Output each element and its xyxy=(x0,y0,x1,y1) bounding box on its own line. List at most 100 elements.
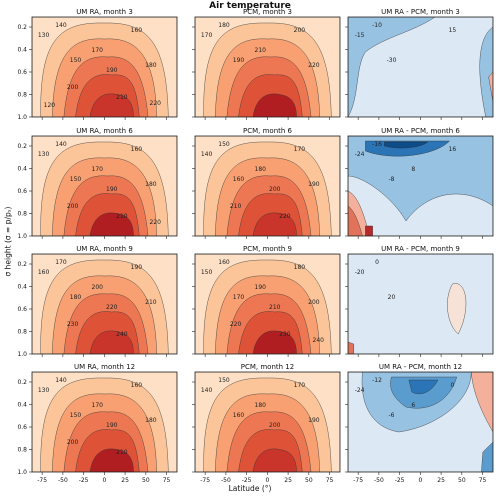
contour-label: -30 xyxy=(387,57,397,64)
x-tick-label: 0 xyxy=(418,477,422,484)
y-tick-label: 1.0 xyxy=(17,351,27,358)
panel: 170 180 190 200 210 220 PCM, month 3 xyxy=(192,8,341,120)
contour-label: 150 xyxy=(201,269,213,276)
contour-band xyxy=(89,330,134,354)
panel-title: UM RA, month 9 xyxy=(76,245,133,253)
x-tick-label: 75 xyxy=(326,477,334,484)
contour-band xyxy=(348,205,363,236)
contour-label: 20 xyxy=(388,294,396,301)
contour-band xyxy=(252,93,297,117)
contour-band xyxy=(408,379,439,395)
x-tick-label: -25 xyxy=(242,477,252,484)
contour-field: 130 140 150 160 170 180 190 200 210 220 xyxy=(32,136,177,236)
y-tick-label: 0.2 xyxy=(17,24,27,31)
y-tick-label: 0.8 xyxy=(17,447,27,454)
y-tick-label: 0.4 xyxy=(17,47,27,54)
contour-label: 16 xyxy=(449,146,457,153)
contour-label: -10 xyxy=(372,22,382,29)
x-tick-label: 25 xyxy=(121,477,129,484)
contour-label: 140 xyxy=(55,141,67,148)
contour-field: 170 180 190 200 210 220 xyxy=(195,17,340,117)
y-tick-label: 0.4 xyxy=(17,284,27,291)
contour-label: 8 xyxy=(411,166,415,173)
contour-label: 160 xyxy=(218,259,230,266)
contour-label: -24 xyxy=(355,151,365,158)
y-tick-label: 0.2 xyxy=(17,143,27,150)
x-tick-label: 25 xyxy=(437,477,445,484)
panel: -20 0 20 UM RA - PCM, month 9 xyxy=(345,245,494,357)
x-tick-label: 75 xyxy=(163,477,171,484)
contour-label: -12 xyxy=(372,377,382,384)
panel-title: PCM, month 6 xyxy=(243,127,293,135)
contour-label: 190 xyxy=(233,57,245,64)
contour-label: 170 xyxy=(294,146,306,153)
contour-label: -15 xyxy=(355,32,365,39)
y-tick-label: 1.0 xyxy=(17,233,27,240)
contour-label: 200 xyxy=(294,27,306,34)
contour-label: 170 xyxy=(233,294,245,301)
contour-field: -15 -10 -30 15 xyxy=(348,17,493,117)
panel: 160 170 180 190 200 210 220 230 240 UM RA, month … xyxy=(17,245,178,358)
contour-label: 200 xyxy=(67,203,79,210)
contour-band xyxy=(384,141,429,149)
contour-label: 130 xyxy=(38,151,50,158)
contour-band xyxy=(89,212,134,236)
contour-label: 240 xyxy=(313,337,325,344)
panel-title: UM RA - PCM, month 12 xyxy=(379,363,462,371)
x-tick-label: 50 xyxy=(458,477,466,484)
x-tick-label: -75 xyxy=(353,477,363,484)
contour-label: 130 xyxy=(38,32,50,39)
contour-label: 220 xyxy=(150,100,162,107)
contour-label: 180 xyxy=(145,62,157,69)
panel: 130 140 150 160 170 180 190 200 210 220 UM RA, mon… xyxy=(17,127,178,240)
contour-field: 160 170 180 190 200 210 220 230 240 xyxy=(32,254,177,354)
contour-label: 170 xyxy=(92,166,104,173)
contour-label: 200 xyxy=(92,284,104,291)
contour-label: 120 xyxy=(44,102,56,109)
contour-label: -16 xyxy=(372,141,382,148)
contour-label: -24 xyxy=(355,387,365,394)
panel-title: UM RA - PCM, month 3 xyxy=(381,8,460,16)
y-tick-label: 0.6 xyxy=(17,188,27,195)
panel-title: UM RA - PCM, month 6 xyxy=(381,127,460,135)
contour-field: -24 -16 -8 16 8 xyxy=(348,136,493,236)
contour-label: 150 xyxy=(218,141,230,148)
contour-label: 170 xyxy=(55,259,67,266)
contour-field: -24 -12 -6 0 6 xyxy=(348,372,493,472)
contour-field: 150 160 170 180 190 200 210 220 230 240 xyxy=(195,254,340,354)
contour-label: 190 xyxy=(255,284,267,291)
contour-label: 210 xyxy=(255,47,267,54)
y-tick-label: 0.8 xyxy=(17,92,27,99)
contour-label: 6 xyxy=(411,402,415,409)
contour-label: 190 xyxy=(308,181,320,188)
contour-label: 150 xyxy=(70,412,82,419)
contour-label: 170 xyxy=(92,47,104,54)
panel: -24 -16 -8 16 8 UM RA - PCM, month 6 xyxy=(345,127,494,239)
contour-label: 210 xyxy=(230,203,242,210)
contour-label: 240 xyxy=(116,331,128,338)
contour-label: 220 xyxy=(230,321,242,328)
contour-label: 160 xyxy=(38,269,50,276)
contour-label: 0 xyxy=(375,259,379,266)
x-tick-label: -50 xyxy=(221,477,231,484)
x-tick-label: 50 xyxy=(142,477,150,484)
panel: 140 150 160 170 180 190 200 PCM, month 12 -75 -50… xyxy=(192,363,341,484)
contour-label: -20 xyxy=(355,269,365,276)
x-tick-label: -50 xyxy=(58,477,68,484)
x-tick-label: -25 xyxy=(79,477,89,484)
contour-field: 140 150 160 170 180 190 200 210 220 xyxy=(195,136,340,236)
panel-title: UM RA, month 3 xyxy=(76,8,133,16)
contour-label: 160 xyxy=(131,27,143,34)
contour-label: 200 xyxy=(308,299,320,306)
panel: 130 140 150 160 170 180 190 200 210 220 120 UM RA, … xyxy=(17,8,178,121)
contour-label: 140 xyxy=(55,377,67,384)
contour-band xyxy=(481,441,493,472)
contour-label: 190 xyxy=(131,264,143,271)
contour-label: 180 xyxy=(294,264,306,271)
contour-label: 160 xyxy=(131,146,143,153)
x-tick-label: 75 xyxy=(479,477,487,484)
x-axis-label: Latitude (°) xyxy=(228,484,272,493)
contour-label: 210 xyxy=(269,304,281,311)
panel-title: PCM, month 9 xyxy=(243,245,292,253)
y-tick-label: 1.0 xyxy=(17,114,27,121)
